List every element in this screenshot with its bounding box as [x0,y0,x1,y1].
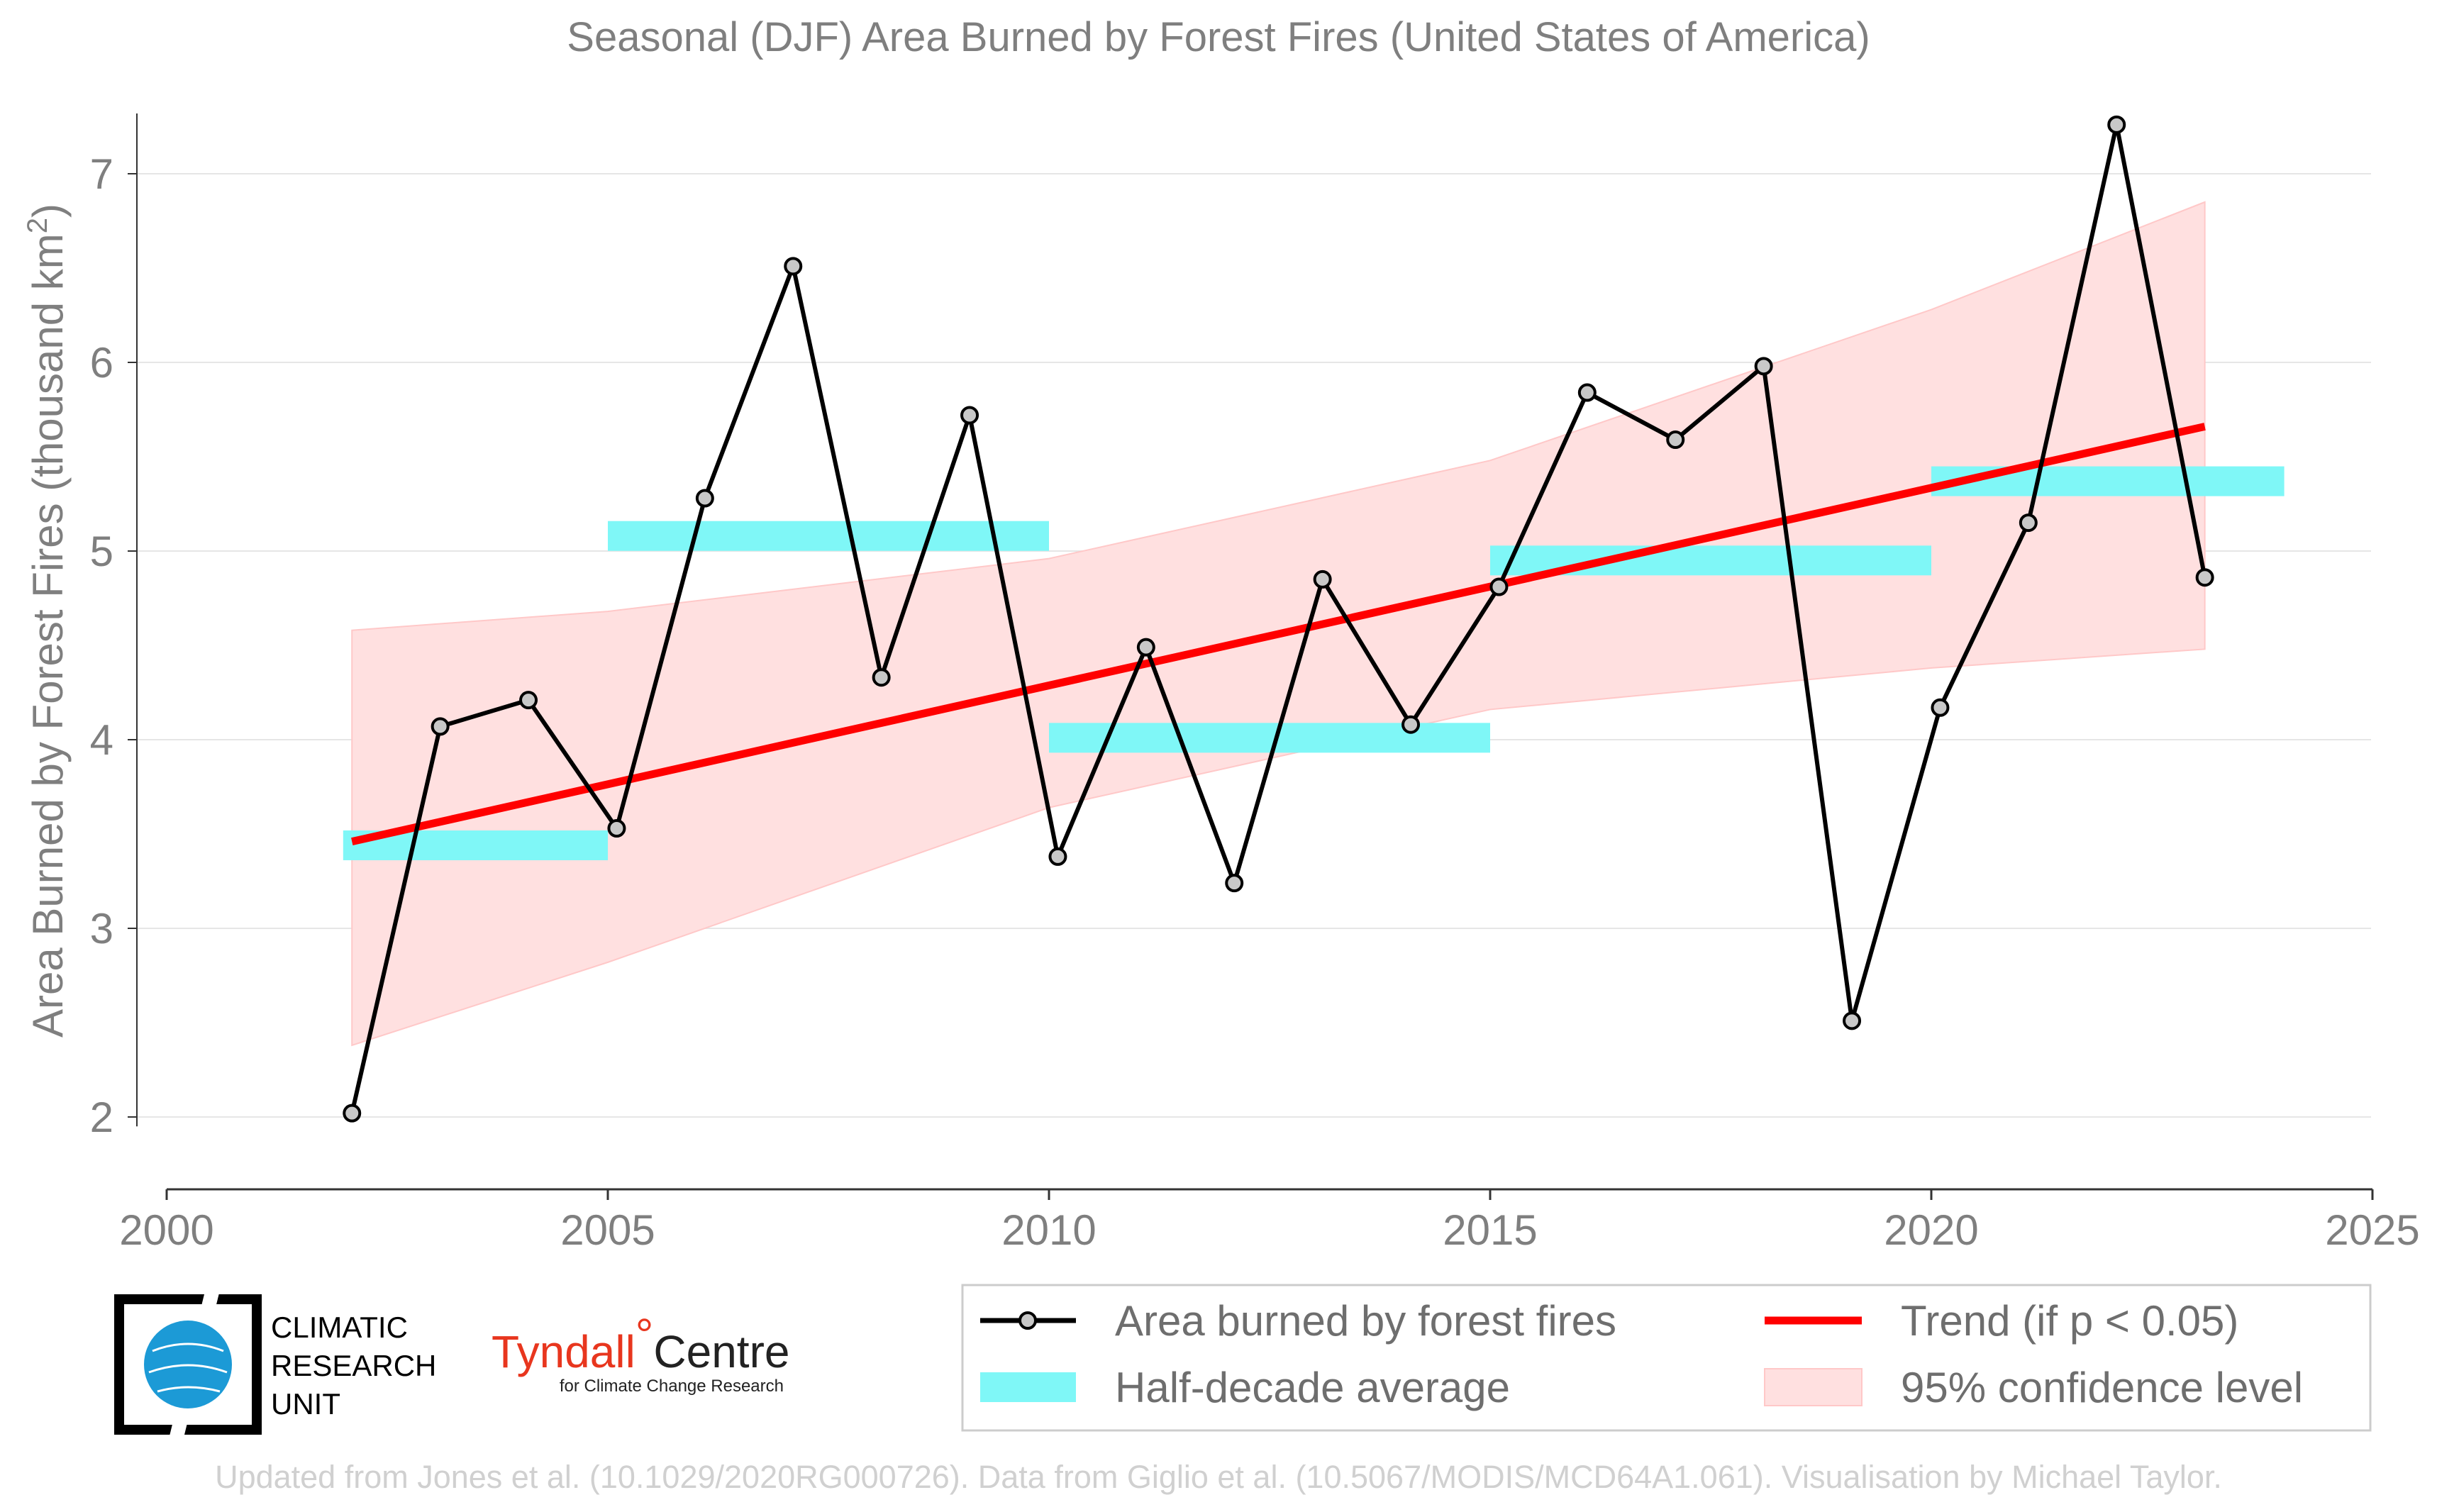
data-point-4 [695,489,714,508]
tyndall-subtitle: for Climate Change Research [560,1377,784,1396]
data-point-6 [872,668,891,687]
data-point-11 [1313,569,1332,589]
confidence-band [351,201,2206,1047]
data-point-5 [784,257,803,276]
axes [136,113,2374,1200]
legend-label-halfdecade: Half-decade average [1115,1364,1510,1411]
series-markers [343,115,2214,1123]
legend: Area burned by forest fires Trend (if p … [961,1284,2372,1432]
data-point-2 [519,691,538,710]
x-tick-labels: 2000 2005 2010 2015 2020 2025 [119,1206,2419,1254]
data-point-17 [1843,1011,1862,1030]
y-tick-label-6: 6 [90,339,113,387]
half-decade-bar-4 [1931,466,2285,496]
y-tick-label-3: 3 [90,905,113,952]
trend-line [351,423,2206,846]
legend-series-swatch [980,1311,1076,1330]
series-line [350,122,2207,1114]
data-point-9 [1136,638,1155,657]
chart-title: Seasonal (DJF) Area Burned by Forest Fir… [567,14,1870,60]
data-point-7 [960,406,979,425]
data-point-1 [431,717,450,736]
footer-credits: Updated from Jones et al. (10.1029/2020R… [215,1459,2222,1495]
data-point-10 [1225,874,1244,893]
x-tick-label-2020: 2020 [1884,1206,1978,1254]
x-tick-label-2015: 2015 [1443,1206,1537,1254]
data-point-16 [1754,357,1773,376]
data-point-13 [1489,577,1509,596]
data-point-19 [2019,513,2038,533]
cru-logo: CLIMATIC RESEARCH UNIT [114,1287,436,1442]
tyndall-wordmark: Tyndall°Centre [492,1309,789,1377]
legend-label-trend: Trend (if p < 0.05) [1901,1297,2238,1345]
y-axis-label: Area Burned by Forest Fires (thousand km… [22,204,72,1038]
data-point-21 [2195,568,2214,587]
legend-label-ci: 95% confidence level [1901,1364,2303,1411]
y-tick-label-2: 2 [90,1094,113,1141]
x-tick-label-2010: 2010 [1001,1206,1096,1254]
half-decade-bar-2 [1049,723,1490,753]
series-line-group [350,122,2207,1114]
y-tick-label-5: 5 [90,528,113,575]
legend-ci-swatch [1764,1368,1863,1406]
cru-line-3: UNIT [271,1387,340,1421]
tyndall-logo: Tyndall°Centre for Climate Change Resear… [492,1309,789,1396]
y-tick-label-7: 7 [90,150,113,198]
y-tick-label-4: 4 [90,716,113,764]
data-point-3 [607,819,626,838]
legend-halfdecade-swatch [980,1372,1076,1402]
x-tick-label-2005: 2005 [560,1206,655,1254]
data-point-20 [2107,115,2126,134]
legend-label-series: Area burned by forest fires [1115,1297,1616,1345]
x-tick-label-2025: 2025 [2325,1206,2419,1254]
trend-line-group [351,423,2206,846]
data-point-14 [1577,383,1597,402]
data-point-12 [1401,715,1421,734]
data-point-8 [1048,847,1067,866]
x-tick-label-2000: 2000 [119,1206,213,1254]
cru-line-2: RESEARCH [271,1349,436,1382]
data-point-18 [1931,698,1950,717]
data-point-15 [1666,430,1685,450]
legend-box [961,1284,2372,1432]
half-decade-bar-1 [608,521,1049,551]
y-tick-labels: 2 3 4 5 6 7 [90,150,113,1141]
cru-line-1: CLIMATIC [271,1311,408,1344]
confidence-band-area [351,201,2206,1047]
data-point-0 [343,1104,362,1123]
